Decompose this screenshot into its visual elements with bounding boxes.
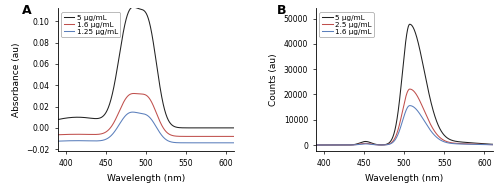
1.6 μg/mL [194,135,200,138]
1.25 μg/mL [226,142,232,144]
1.6 μg/mL [394,136,400,138]
2.5 μg/mL [452,142,458,144]
1.25 μg/mL [130,111,136,113]
5 μg/mL [54,118,60,121]
Text: A: A [22,4,32,17]
5 μg/mL [64,117,70,119]
1.6 μg/mL [54,134,60,136]
5 μg/mL [130,6,136,8]
1.6 μg/mL [226,135,232,138]
1.6 μg/mL [407,105,413,107]
Line: 5 μg/mL: 5 μg/mL [316,24,492,145]
5 μg/mL [394,118,400,121]
1.25 μg/mL [140,113,146,115]
2.5 μg/mL [394,132,400,134]
1.6 μg/mL [484,144,490,146]
5 μg/mL [452,140,458,142]
1.6 μg/mL [136,93,142,95]
5 μg/mL [140,9,146,11]
Y-axis label: Absorbance (au): Absorbance (au) [12,43,21,117]
X-axis label: Wavelength (nm): Wavelength (nm) [107,174,185,183]
5 μg/mL [136,8,142,10]
Line: 1.6 μg/mL: 1.6 μg/mL [58,93,234,136]
1.25 μg/mL [232,142,237,144]
1.6 μg/mL [490,144,496,146]
1.6 μg/mL [64,133,70,136]
1.25 μg/mL [64,140,70,142]
5 μg/mL [484,143,490,145]
2.5 μg/mL [484,143,490,146]
1.6 μg/mL [452,143,458,145]
2.5 μg/mL [322,144,328,146]
X-axis label: Wavelength (nm): Wavelength (nm) [365,174,443,183]
1.6 μg/mL [232,135,237,138]
1.6 μg/mL [312,144,318,146]
Legend: 5 μg/mL, 2.5 μg/mL, 1.6 μg/mL: 5 μg/mL, 2.5 μg/mL, 1.6 μg/mL [320,12,374,37]
1.6 μg/mL [226,135,232,138]
Y-axis label: Counts (au): Counts (au) [269,54,278,106]
5 μg/mL [312,144,318,146]
2.5 μg/mL [484,143,490,146]
5 μg/mL [322,144,328,146]
1.25 μg/mL [226,142,232,144]
Legend: 5 μg/mL, 1.6 μg/mL, 1.25 μg/mL: 5 μg/mL, 1.6 μg/mL, 1.25 μg/mL [61,12,120,37]
Line: 5 μg/mL: 5 μg/mL [58,7,234,128]
Line: 1.6 μg/mL: 1.6 μg/mL [316,106,492,145]
1.6 μg/mL [484,144,490,146]
5 μg/mL [194,127,200,129]
5 μg/mL [484,143,490,145]
1.6 μg/mL [131,92,137,95]
1.25 μg/mL [194,142,200,144]
2.5 μg/mL [490,144,496,146]
2.5 μg/mL [407,88,413,90]
5 μg/mL [398,79,404,81]
Text: B: B [277,4,286,17]
1.6 μg/mL [140,93,146,95]
5 μg/mL [226,127,232,129]
5 μg/mL [407,23,413,25]
1.6 μg/mL [398,123,404,125]
1.6 μg/mL [322,144,328,146]
5 μg/mL [490,143,496,145]
2.5 μg/mL [398,114,404,116]
5 μg/mL [232,127,237,129]
Line: 1.25 μg/mL: 1.25 μg/mL [58,112,234,143]
Line: 2.5 μg/mL: 2.5 μg/mL [316,89,492,145]
1.25 μg/mL [54,140,60,142]
5 μg/mL [226,127,232,129]
2.5 μg/mL [312,144,318,146]
1.25 μg/mL [136,112,142,114]
